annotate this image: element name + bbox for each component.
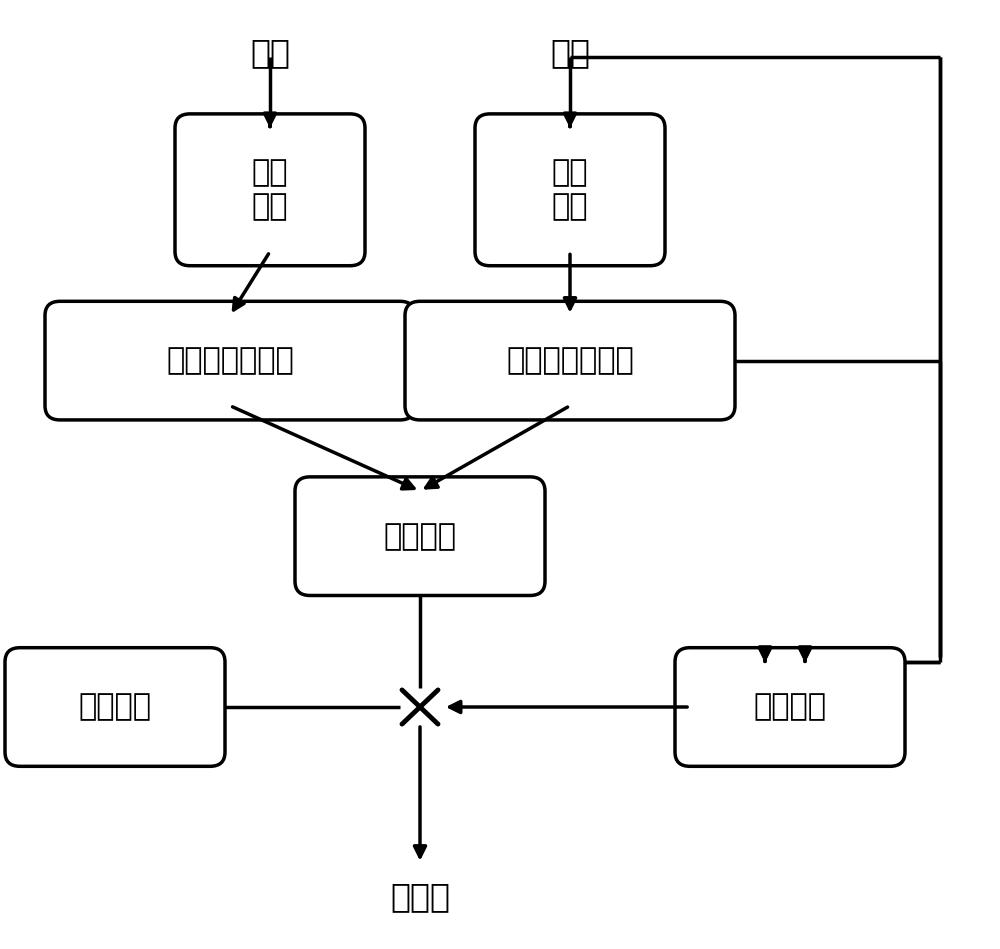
Text: 左眼感受野模型: 左眼感受野模型 <box>506 346 634 375</box>
Text: 显著图: 显著图 <box>390 881 450 913</box>
Text: 特征
提取: 特征 提取 <box>552 158 588 221</box>
Text: 左图: 左图 <box>550 36 590 68</box>
Text: 前景偏爱: 前景偏爱 <box>754 693 826 721</box>
FancyBboxPatch shape <box>295 477 545 596</box>
Text: 右眼感受野模型: 右眼感受野模型 <box>166 346 294 375</box>
Text: 双眼融合: 双眼融合 <box>384 522 456 550</box>
FancyBboxPatch shape <box>5 647 225 767</box>
FancyBboxPatch shape <box>45 302 415 419</box>
FancyBboxPatch shape <box>475 114 665 266</box>
FancyBboxPatch shape <box>675 647 905 767</box>
FancyBboxPatch shape <box>175 114 365 266</box>
FancyBboxPatch shape <box>405 302 735 419</box>
Text: 中心偏爱: 中心偏爱 <box>78 693 152 721</box>
Text: 右图: 右图 <box>250 36 290 68</box>
Text: 特征
提取: 特征 提取 <box>252 158 288 221</box>
